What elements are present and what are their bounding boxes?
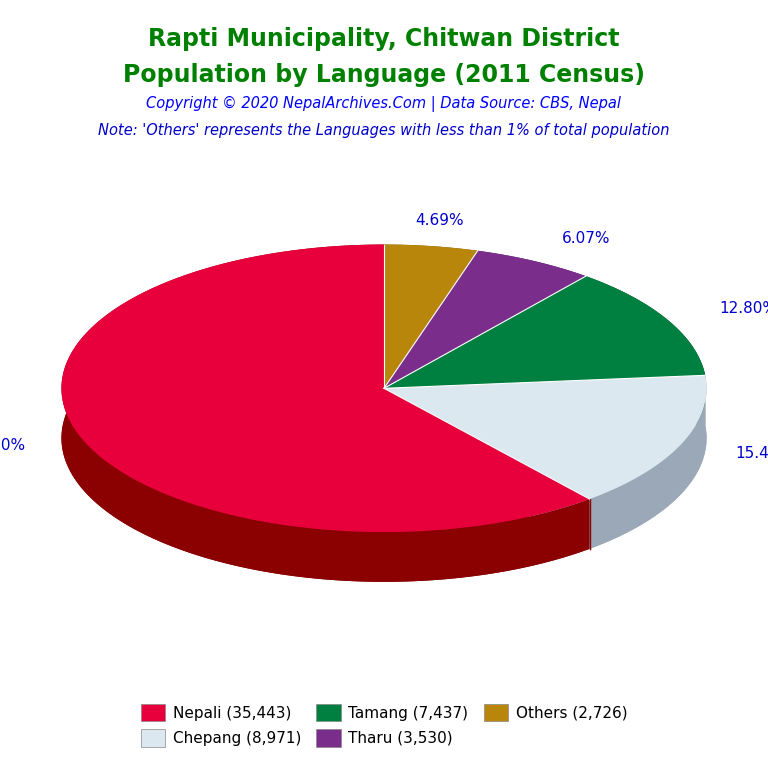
Text: Note: 'Others' represents the Languages with less than 1% of total population: Note: 'Others' represents the Languages …	[98, 123, 670, 138]
Polygon shape	[384, 244, 478, 300]
Polygon shape	[586, 276, 705, 425]
Legend: Nepali (35,443), Chepang (8,971), Tamang (7,437), Tharu (3,530), Others (2,726): Nepali (35,443), Chepang (8,971), Tamang…	[134, 697, 634, 753]
Polygon shape	[384, 276, 705, 389]
Text: 61.00%: 61.00%	[0, 439, 26, 453]
Text: Rapti Municipality, Chitwan District: Rapti Municipality, Chitwan District	[148, 27, 620, 51]
Text: 12.80%: 12.80%	[720, 300, 768, 316]
Polygon shape	[61, 244, 590, 582]
Polygon shape	[384, 250, 586, 389]
Text: Copyright © 2020 NepalArchives.Com | Data Source: CBS, Nepal: Copyright © 2020 NepalArchives.Com | Dat…	[147, 96, 621, 112]
Polygon shape	[61, 294, 590, 582]
Polygon shape	[61, 244, 590, 532]
Text: 15.44%: 15.44%	[736, 446, 768, 461]
Polygon shape	[384, 300, 586, 438]
Polygon shape	[384, 244, 478, 389]
Polygon shape	[478, 250, 586, 326]
Text: Population by Language (2011 Census): Population by Language (2011 Census)	[123, 63, 645, 87]
Polygon shape	[384, 376, 707, 499]
Polygon shape	[590, 376, 707, 549]
Polygon shape	[384, 294, 478, 438]
Text: 6.07%: 6.07%	[561, 230, 610, 246]
Polygon shape	[384, 326, 705, 438]
Polygon shape	[384, 425, 707, 549]
Text: 4.69%: 4.69%	[415, 213, 464, 228]
